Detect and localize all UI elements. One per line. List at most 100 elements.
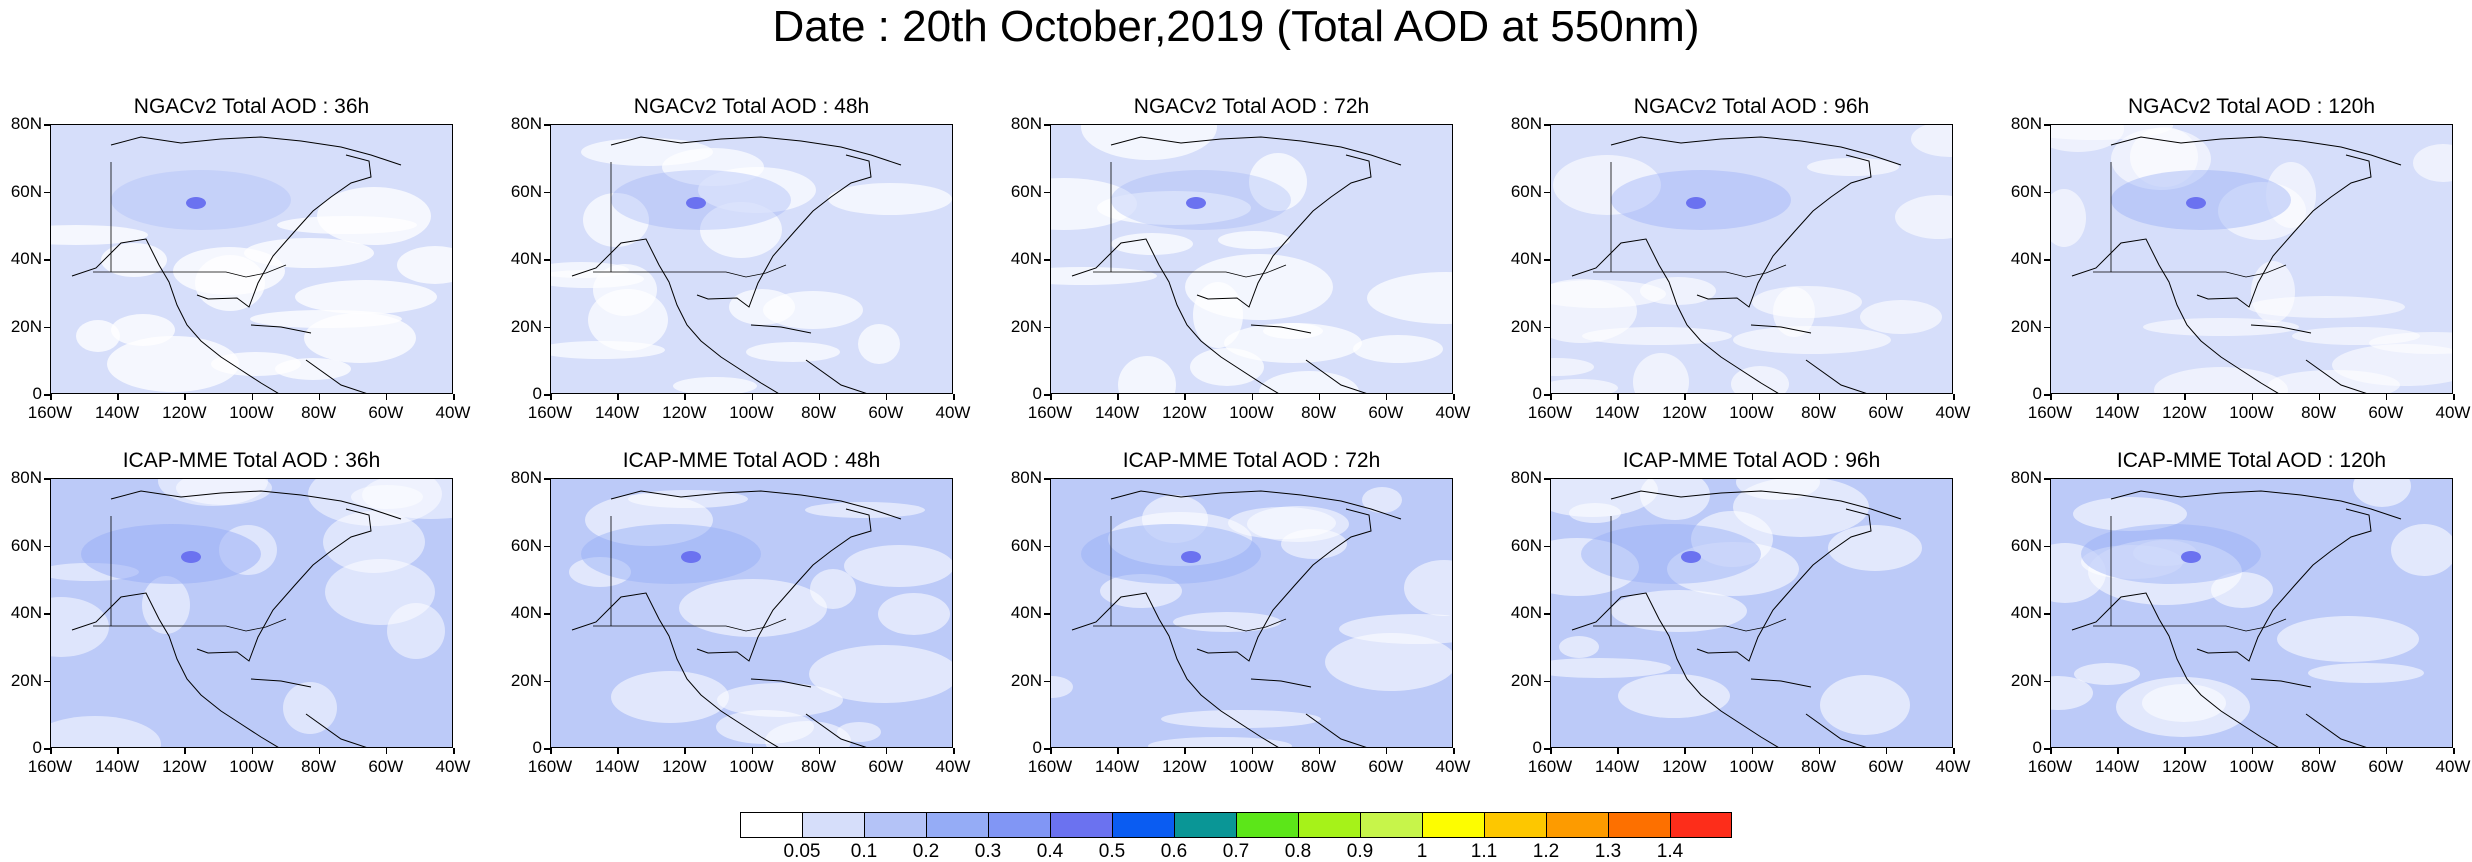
clear-sky-region (51, 716, 161, 747)
lat-tick (1544, 191, 1550, 193)
clear-sky-region (583, 193, 649, 247)
lat-tick-label: 60N (10, 535, 42, 555)
lon-tick-label: 140W (594, 757, 640, 776)
lat-tick (44, 259, 50, 261)
lat-tick-label: 0 (532, 384, 542, 403)
lat-tick (1044, 478, 1050, 480)
lat-tick-label: 20N (2010, 670, 2042, 690)
lon-tick-label: 40W (1935, 403, 1971, 422)
clear-sky-region (716, 710, 814, 744)
country-border (593, 162, 787, 278)
lat-tick-label: 0 (2032, 384, 2042, 403)
lat-tick (544, 680, 550, 682)
lon-tick (385, 394, 388, 400)
lon-tick (1885, 748, 1888, 754)
lon-tick (1318, 748, 1321, 754)
lat-tick (44, 748, 50, 750)
lon-tick (1251, 394, 1253, 400)
lat-tick-label: 60N (2010, 181, 2042, 201)
lat-tick-label: 80N (10, 468, 42, 487)
lon-tick-label: 40W (1935, 757, 1971, 776)
clear-sky-region (2116, 677, 2250, 737)
lon-tick-label: 80W (301, 403, 337, 422)
lat-tick-label: 80N (10, 114, 42, 133)
coastline (2071, 136, 2402, 393)
lat-tick-label: 80N (2010, 468, 2042, 487)
lat-tick-label: 40N (510, 249, 542, 268)
clear-sky-region (2247, 296, 2405, 318)
map-panel: ICAP-MME Total AOD : 120h 80N 60N 40N 20N 0 16… (2011, 449, 2471, 776)
colorbar-swatch (1174, 812, 1236, 838)
clear-sky-region (1807, 158, 1899, 176)
lon-tick (1117, 394, 1119, 400)
clear-sky-region (76, 320, 120, 352)
map-panel: ICAP-MME Total AOD : 48h 80N 60N 40N 20N 0 160… (511, 449, 971, 776)
clear-sky-region (1118, 356, 1176, 393)
clear-sky-region (746, 342, 840, 362)
map-frame (1550, 478, 1953, 748)
panel-title: NGACv2 Total AOD : 72h (1133, 95, 1370, 118)
lon-tick (117, 394, 119, 400)
clear-sky-region (317, 187, 431, 245)
map-frame (550, 124, 953, 394)
lat-tick (2044, 545, 2050, 547)
lon-tick (885, 394, 888, 400)
clear-sky-region (1860, 300, 1942, 334)
lon-tick (1251, 748, 1253, 754)
lon-tick-label: 120W (1162, 757, 1207, 776)
lon-tick (1184, 748, 1186, 754)
country-border (2093, 516, 2287, 632)
lat-tick-label: 0 (32, 738, 42, 757)
lat-tick-label: 20N (10, 670, 42, 690)
lon-tick-label: 140W (594, 403, 640, 422)
lat-tick-label: 60N (510, 181, 542, 201)
plume-core (1181, 551, 1201, 563)
lon-tick-label: 60W (1868, 403, 1904, 422)
plume-core (2181, 551, 2201, 563)
clear-sky-region (107, 336, 239, 392)
lat-tick-label: 40N (10, 249, 42, 268)
lon-tick (2050, 748, 2052, 754)
coastline (1071, 490, 1402, 747)
lon-tick (453, 394, 455, 400)
clear-sky-region (1828, 525, 1922, 571)
map-frame (50, 124, 453, 394)
colorbar-swatch (988, 812, 1050, 838)
lat-tick (1044, 748, 1050, 750)
clear-sky-region (2073, 497, 2187, 531)
country-border (93, 516, 287, 632)
panel-title: NGACv2 Total AOD : 120h (2127, 95, 2376, 118)
lon-tick (684, 394, 686, 400)
lat-tick-label: 60N (10, 181, 42, 201)
lat-tick-label: 60N (1510, 535, 1542, 555)
lon-tick (2318, 394, 2321, 400)
lat-tick (44, 326, 50, 328)
clear-sky-region (810, 569, 856, 609)
colorbar-label: 0.4 (1036, 841, 1064, 862)
clear-sky-region (51, 225, 148, 245)
lat-tick-label: 20N (10, 316, 42, 336)
clear-sky-region (1404, 560, 1452, 616)
map-frame (2050, 124, 2453, 394)
map-frame (1550, 124, 1953, 394)
colorbar-swatch (1484, 812, 1546, 838)
colorbar-swatch (926, 812, 988, 838)
lon-tick-label: 140W (2094, 403, 2140, 422)
clear-sky-region (809, 645, 952, 703)
clear-sky-region (1190, 348, 1264, 386)
lat-tick (44, 478, 50, 480)
colorbar-label: 0.2 (912, 841, 940, 862)
lon-tick (2251, 394, 2253, 400)
lat-tick (544, 545, 550, 547)
country-border (1593, 162, 1787, 278)
lon-tick (1318, 394, 1321, 400)
map-frame (550, 478, 953, 748)
lon-tick-label: 160W (1027, 403, 1073, 422)
clear-sky-region (673, 377, 757, 393)
clear-sky-region (1733, 326, 1891, 354)
lon-tick-label: 120W (2162, 757, 2207, 776)
lat-tick (544, 748, 550, 750)
lon-tick (385, 748, 388, 754)
clear-sky-region (295, 280, 437, 314)
country-border (593, 516, 787, 632)
